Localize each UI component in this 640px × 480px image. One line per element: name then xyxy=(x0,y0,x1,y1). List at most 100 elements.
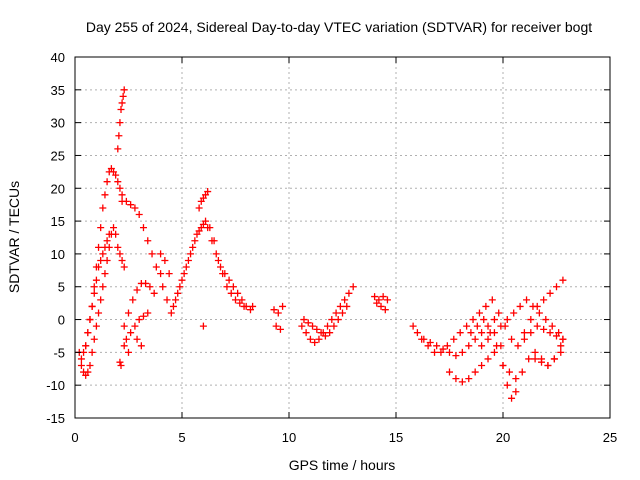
data-point xyxy=(518,368,526,376)
data-point xyxy=(458,378,466,386)
data-point xyxy=(465,342,473,350)
data-point xyxy=(478,342,486,350)
data-point xyxy=(144,309,152,317)
data-point xyxy=(508,335,516,343)
data-point xyxy=(559,276,567,284)
data-point xyxy=(225,276,233,284)
data-point xyxy=(439,345,447,353)
data-point xyxy=(120,263,128,271)
data-point xyxy=(332,309,340,317)
data-point xyxy=(103,256,111,264)
data-point xyxy=(182,263,190,271)
data-point xyxy=(302,329,310,337)
data-point xyxy=(240,302,248,310)
data-point xyxy=(463,322,471,330)
data-point xyxy=(538,358,546,366)
data-point xyxy=(379,293,387,301)
data-point xyxy=(148,250,156,258)
data-point xyxy=(120,322,128,330)
data-point xyxy=(110,224,118,232)
data-point xyxy=(234,289,242,297)
data-point xyxy=(82,342,90,350)
data-point xyxy=(114,178,122,186)
data-point xyxy=(450,335,458,343)
data-point xyxy=(520,329,528,337)
data-point xyxy=(174,289,182,297)
data-point xyxy=(377,302,385,310)
data-point xyxy=(114,145,122,153)
data-point xyxy=(197,224,205,232)
data-point xyxy=(490,329,498,337)
data-point xyxy=(535,309,543,317)
data-point xyxy=(95,263,103,271)
data-point xyxy=(473,322,481,330)
data-point xyxy=(161,256,169,264)
data-point xyxy=(540,325,548,333)
data-point xyxy=(279,302,287,310)
data-point xyxy=(122,197,130,205)
data-point xyxy=(131,204,139,212)
data-point xyxy=(313,325,321,333)
data-point xyxy=(95,243,103,251)
data-point xyxy=(490,348,498,356)
y-tick-label: 15 xyxy=(51,214,65,229)
x-tick-label: 25 xyxy=(603,430,617,445)
data-point xyxy=(131,322,139,330)
data-point xyxy=(116,250,124,258)
data-point xyxy=(557,342,565,350)
data-point xyxy=(373,299,381,307)
data-point xyxy=(383,296,391,304)
data-point xyxy=(426,339,434,347)
data-point xyxy=(508,394,516,402)
data-point xyxy=(214,256,222,264)
data-point xyxy=(409,322,417,330)
data-point xyxy=(478,361,486,369)
x-tick-label: 5 xyxy=(178,430,185,445)
data-point xyxy=(484,322,492,330)
data-point xyxy=(499,361,507,369)
data-point xyxy=(116,358,124,366)
data-point xyxy=(99,283,107,291)
data-point xyxy=(546,329,554,337)
data-point xyxy=(300,316,308,324)
data-point xyxy=(142,279,150,287)
data-point xyxy=(321,332,329,340)
data-point xyxy=(475,309,483,317)
data-point xyxy=(86,361,94,369)
data-point xyxy=(533,322,541,330)
data-point xyxy=(309,322,317,330)
data-point xyxy=(525,355,533,363)
data-point xyxy=(503,316,511,324)
data-point xyxy=(172,296,180,304)
data-point xyxy=(246,306,254,314)
y-tick-label: 5 xyxy=(58,280,65,295)
data-point xyxy=(315,335,323,343)
data-point xyxy=(101,243,109,251)
data-point xyxy=(105,230,113,238)
data-point xyxy=(117,361,125,369)
data-point xyxy=(326,329,334,337)
data-point xyxy=(88,348,96,356)
data-point xyxy=(152,263,160,271)
data-point xyxy=(495,309,503,317)
data-point xyxy=(478,329,486,337)
data-point xyxy=(127,201,135,209)
data-point xyxy=(336,302,344,310)
data-point xyxy=(413,329,421,337)
data-point xyxy=(345,289,353,297)
data-point xyxy=(117,106,125,114)
plot-frame xyxy=(74,56,611,419)
data-point xyxy=(559,335,567,343)
data-point xyxy=(84,368,92,376)
data-point xyxy=(480,316,488,324)
y-tick-label: -15 xyxy=(46,411,65,426)
data-point xyxy=(112,171,120,179)
data-point xyxy=(90,335,98,343)
data-point xyxy=(95,309,103,317)
data-point xyxy=(135,211,143,219)
data-point xyxy=(516,302,524,310)
data-point xyxy=(165,270,173,278)
data-point xyxy=(187,250,195,258)
data-point xyxy=(531,355,539,363)
data-point xyxy=(446,368,453,376)
